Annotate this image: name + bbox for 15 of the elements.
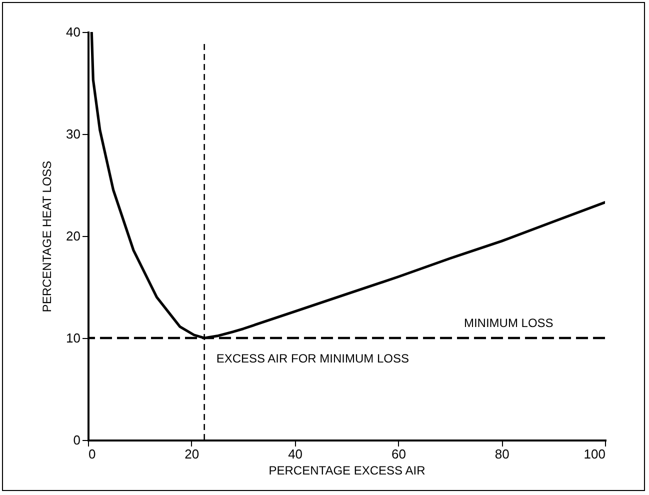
x-tick-label: 20 bbox=[184, 446, 200, 462]
x-tick-label: 40 bbox=[288, 446, 303, 462]
y-tick-label: 0 bbox=[73, 432, 80, 448]
y-tick-label: 40 bbox=[66, 24, 80, 40]
y-tick-label: 30 bbox=[66, 126, 80, 142]
y-axis-title: PERCENTAGE HEAT LOSS bbox=[40, 160, 54, 312]
x-tick-label: 60 bbox=[391, 446, 406, 462]
x-tick-label: 100 bbox=[584, 446, 606, 462]
x-tick-label: 80 bbox=[494, 446, 510, 462]
y-tick-label: 20 bbox=[66, 228, 80, 244]
ref-line-label: EXCESS AIR FOR MINIMUM LOSS bbox=[216, 351, 410, 366]
ref-line-label: MINIMUM LOSS bbox=[464, 316, 554, 330]
x-tick-label: 0 bbox=[88, 446, 96, 462]
y-tick-label: 10 bbox=[66, 330, 80, 346]
x-axis-title: PERCENTAGE EXCESS AIR bbox=[268, 464, 426, 478]
